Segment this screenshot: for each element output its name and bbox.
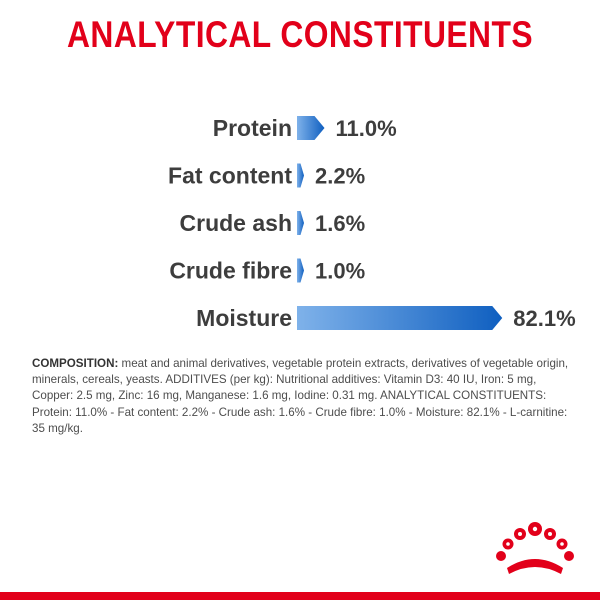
bar-moisture bbox=[297, 306, 503, 330]
category-label: Moisture bbox=[196, 305, 292, 331]
category-label: Fat content bbox=[168, 163, 292, 189]
bar-chart: Protein 11.0% Fat content 2.2% Crude ash 1.6%… bbox=[168, 115, 576, 331]
chart-title: ANALYTICAL CONSTITUENTS bbox=[66, 14, 533, 55]
bar-fat-content bbox=[297, 163, 304, 188]
value-label: 82.1% bbox=[513, 306, 575, 331]
bar-crude-ash bbox=[297, 211, 304, 235]
crown-icon bbox=[496, 522, 574, 574]
category-label: Crude ash bbox=[180, 210, 292, 236]
composition-body: meat and animal derivatives, vegetable p… bbox=[32, 357, 569, 435]
value-label: 11.0% bbox=[336, 116, 397, 141]
category-label: Protein bbox=[213, 115, 292, 141]
composition-heading: COMPOSITION: bbox=[32, 357, 119, 370]
composition-text: COMPOSITION: meat and animal derivatives… bbox=[32, 356, 580, 437]
value-label: 2.2% bbox=[315, 164, 365, 189]
bar-protein bbox=[297, 116, 325, 140]
category-label: Crude fibre bbox=[169, 258, 292, 284]
bottom-accent-bar bbox=[0, 592, 600, 600]
bar-crude-fibre bbox=[297, 258, 304, 283]
value-label: 1.6% bbox=[315, 211, 365, 236]
value-label: 1.0% bbox=[315, 259, 365, 284]
